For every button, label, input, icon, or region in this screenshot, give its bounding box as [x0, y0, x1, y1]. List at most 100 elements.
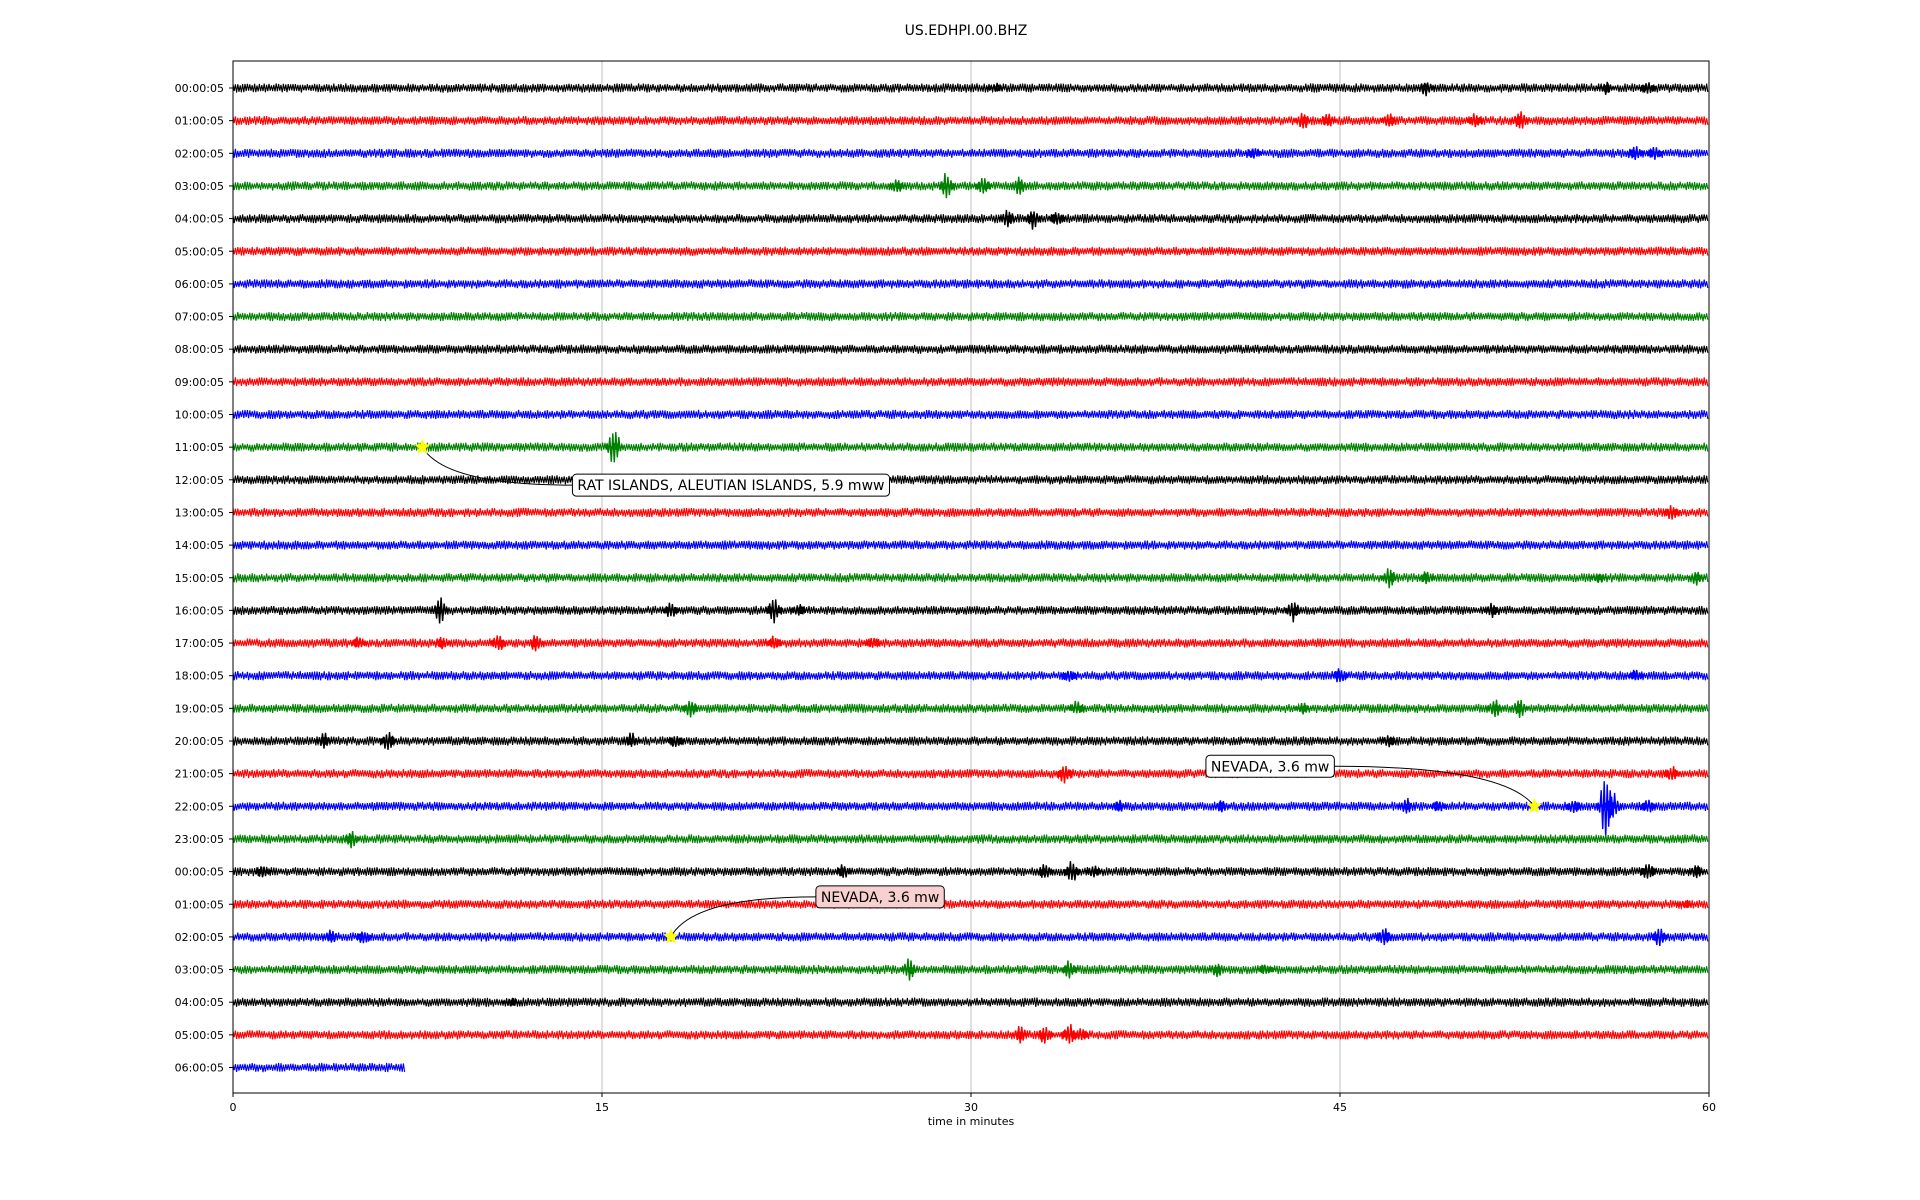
- event-connector: [1334, 765, 1535, 807]
- chart-title: US.EDHPI.00.BHZ: [905, 23, 1028, 39]
- event-label: NEVADA, 3.6 mw: [1211, 759, 1329, 775]
- event-label: NEVADA, 3.6 mw: [821, 890, 939, 906]
- trace-burst: [833, 864, 853, 878]
- trace-burst: [1687, 865, 1707, 879]
- y-tick-label: 11:00:05: [175, 441, 224, 454]
- y-tick-label: 03:00:05: [175, 964, 224, 977]
- trace-burst: [1293, 702, 1313, 715]
- y-tick-label: 02:00:05: [175, 147, 224, 160]
- trace-burst: [666, 736, 686, 747]
- y-tick-label: 21:00:05: [175, 768, 224, 781]
- trace-row: [232, 213, 1709, 224]
- y-tick-label: 18:00:05: [175, 670, 224, 683]
- y-tick-label: 00:00:05: [175, 82, 224, 95]
- trace-burst: [936, 172, 956, 199]
- trace-burst: [1379, 113, 1399, 127]
- trace-burst: [1396, 798, 1416, 814]
- trace-burst: [1638, 82, 1657, 94]
- y-tick-label: 08:00:05: [175, 343, 224, 356]
- trace-burst: [1510, 699, 1530, 718]
- trace-row: [232, 507, 1709, 518]
- trace-row: [232, 311, 1709, 322]
- y-tick-label: 10:00:05: [175, 409, 224, 422]
- event-annotation: NEVADA, 3.6 mw: [662, 885, 945, 944]
- x-tick-label: 30: [964, 1101, 978, 1114]
- y-tick-label: 06:00:05: [175, 278, 224, 291]
- event-marker-star: [662, 928, 680, 944]
- trace-row: [232, 148, 1709, 158]
- y-tick-label: 09:00:05: [175, 376, 224, 389]
- trace-burst: [489, 635, 509, 650]
- trace-row: [232, 964, 1709, 975]
- y-tick-label: 06:00:05: [175, 1062, 224, 1075]
- trace-burst: [1244, 148, 1264, 159]
- trace-burst: [1010, 1026, 1030, 1044]
- trace-row: [232, 181, 1709, 191]
- trace-row: [232, 703, 1709, 713]
- event-label-box: [571, 473, 890, 497]
- trace-row: [232, 1030, 1709, 1040]
- trace-burst: [1428, 801, 1448, 812]
- event-label-box: [815, 885, 945, 909]
- trace-burst: [1675, 900, 1694, 911]
- trace-burst: [1483, 602, 1503, 618]
- trace-burst: [1625, 146, 1645, 160]
- event-annotation: RAT ISLANDS, ALEUTIAN ISLANDS, 5.9 mww: [414, 438, 890, 497]
- trace-burst: [314, 732, 334, 749]
- event-label-box: [1205, 754, 1335, 778]
- trace-burst: [526, 635, 546, 652]
- x-tick-label: 45: [1333, 1101, 1347, 1114]
- trace-burst: [621, 732, 642, 747]
- trace-row: [232, 638, 1709, 648]
- y-tick-label: 03:00:05: [175, 180, 224, 193]
- trace-burst: [973, 178, 993, 194]
- trace-burst: [1010, 176, 1030, 195]
- trace-row: [232, 801, 1709, 811]
- trace-burst: [789, 603, 809, 616]
- trace-burst: [998, 209, 1018, 228]
- trace-burst: [378, 731, 398, 750]
- trace-burst: [1687, 571, 1707, 586]
- trace-burst: [1588, 572, 1608, 584]
- trace-burst: [1650, 928, 1670, 947]
- x-tick-labels: 0 15 30 45 60: [230, 1093, 1716, 1114]
- trace-burst: [899, 958, 920, 981]
- y-tick-label: 01:00:05: [175, 898, 224, 911]
- y-tick-labels: 00:00:05 01:00:05 02:00:05 03:00:05 04:00:05…: [175, 82, 233, 1075]
- trace-burst: [1084, 865, 1104, 878]
- trace-row: [232, 736, 1709, 746]
- trace-burst: [501, 997, 521, 1007]
- y-tick-label: 20:00:05: [175, 735, 224, 748]
- event-annotation: NEVADA, 3.6 mw: [1205, 754, 1543, 814]
- trace-row: [232, 671, 1709, 681]
- trace-row: [232, 246, 1709, 256]
- y-tick-label: 05:00:05: [175, 245, 224, 258]
- trace-burst: [1256, 963, 1276, 974]
- y-tick-label: 16:00:05: [175, 604, 224, 617]
- trace-burst: [432, 636, 452, 650]
- y-tick-label: 22:00:05: [175, 800, 224, 813]
- trace-burst: [429, 597, 450, 624]
- trace-burst: [1330, 668, 1350, 683]
- y-tick-label: 05:00:05: [175, 1029, 224, 1042]
- trace-burst: [1379, 735, 1399, 748]
- y-tick-label: 04:00:05: [175, 996, 224, 1009]
- x-tick-label: 0: [230, 1101, 237, 1114]
- trace-burst: [349, 636, 368, 648]
- trace-row: [232, 932, 1709, 942]
- trace-row: [232, 866, 1709, 877]
- trace-row: [232, 377, 1709, 387]
- event-annotations: RAT ISLANDS, ALEUTIAN ISLANDS, 5.9 mww NE…: [414, 438, 1543, 944]
- trace-burst: [1062, 861, 1082, 881]
- trace-burst: [1485, 699, 1505, 718]
- trace-row: [232, 997, 1709, 1007]
- y-tick-label: 07:00:05: [175, 311, 224, 324]
- trace-burst: [1067, 700, 1087, 714]
- event-marker-star: [414, 438, 431, 455]
- trace-burst: [353, 931, 373, 944]
- trace-row: [232, 834, 1709, 844]
- trace-burst: [1293, 112, 1313, 129]
- trace-burst: [1054, 765, 1075, 784]
- trace-burst: [661, 602, 681, 617]
